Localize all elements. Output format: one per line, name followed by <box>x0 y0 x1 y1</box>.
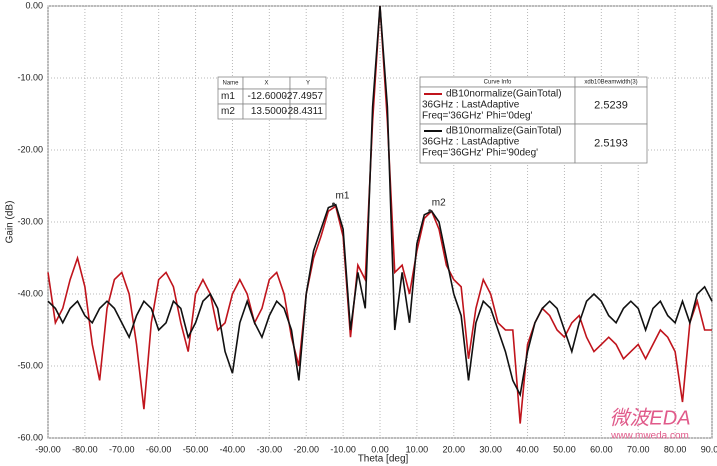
y-tick-label: -40.00 <box>17 288 43 298</box>
legend-name: dB10normalize(GainTotal) <box>446 89 562 100</box>
x-tick-label: -30.00 <box>257 444 283 454</box>
legend-beamwidth: 2.5239 <box>594 99 628 111</box>
x-tick-label: 80.00 <box>664 444 687 454</box>
x-tick-label: 60.00 <box>590 444 613 454</box>
y-tick-label: -30.00 <box>17 216 43 226</box>
x-axis-label: Theta [deg] <box>358 454 409 465</box>
legend-header: xdb10Beamwidth(3) <box>584 80 637 86</box>
marker-label: m2 <box>432 197 446 208</box>
watermark-logo: 微波EDA <box>609 407 690 429</box>
x-tick-label: 10.00 <box>406 444 429 454</box>
table-value: -12.6000 <box>248 91 288 102</box>
x-tick-label: 30.00 <box>479 444 502 454</box>
x-tick-label: 70.00 <box>627 444 650 454</box>
x-tick-label: -40.00 <box>220 444 246 454</box>
x-tick-label: 0.00 <box>371 444 389 454</box>
y-axis-label: Gain (dB) <box>5 201 16 244</box>
legend-setup: 36GHz : LastAdaptive <box>422 100 520 111</box>
legend-header: Curve Info <box>484 80 512 86</box>
legend-name: dB10normalize(GainTotal) <box>446 126 562 137</box>
y-tick-label: -20.00 <box>17 144 43 154</box>
y-tick-label: -60.00 <box>17 432 43 442</box>
table-value: 13.5000 <box>251 106 288 117</box>
x-tick-label: -50.00 <box>183 444 209 454</box>
x-tick-label: -60.00 <box>146 444 172 454</box>
legend-variation: Freq='36GHz' Phi='90deg' <box>422 148 538 159</box>
x-tick-label: -70.00 <box>109 444 135 454</box>
table-header: X <box>264 81 268 87</box>
x-tick-label: -20.00 <box>293 444 319 454</box>
x-tick-label: 50.00 <box>553 444 576 454</box>
y-tick-label: -50.00 <box>17 360 43 370</box>
legend-cell <box>574 86 648 125</box>
series-line <box>47 5 713 398</box>
legend-cell <box>574 123 648 164</box>
table-value: -27.4957 <box>284 91 324 102</box>
marker-point <box>428 209 432 213</box>
x-tick-label: 40.00 <box>516 444 539 454</box>
x-tick-label: 20.00 <box>443 444 466 454</box>
x-tick-label: 90.00 <box>701 444 717 454</box>
x-tick-label: -80.00 <box>72 444 98 454</box>
table-header: Name <box>222 81 239 87</box>
table-value: m2 <box>221 106 235 117</box>
y-tick-label: -10.00 <box>17 72 43 82</box>
y-tick-label: 0.00 <box>25 0 43 10</box>
legend-cell <box>419 123 576 164</box>
table-header: Y <box>306 81 310 87</box>
marker-point <box>332 202 336 206</box>
watermark-url: www.mweda.com <box>610 431 689 442</box>
table-value: -28.4311 <box>284 106 323 117</box>
legend-setup: 36GHz : LastAdaptive <box>422 137 520 148</box>
table-cell <box>289 103 327 120</box>
legend-variation: Freq='36GHz' Phi='0deg' <box>422 111 533 122</box>
x-tick-label: -90.00 <box>35 444 61 454</box>
legend-beamwidth: 2.5193 <box>594 137 628 149</box>
x-tick-label: -10.00 <box>330 444 356 454</box>
marker-label: m1 <box>336 191 350 202</box>
legend-cell <box>419 86 576 125</box>
table-value: m1 <box>221 91 235 102</box>
